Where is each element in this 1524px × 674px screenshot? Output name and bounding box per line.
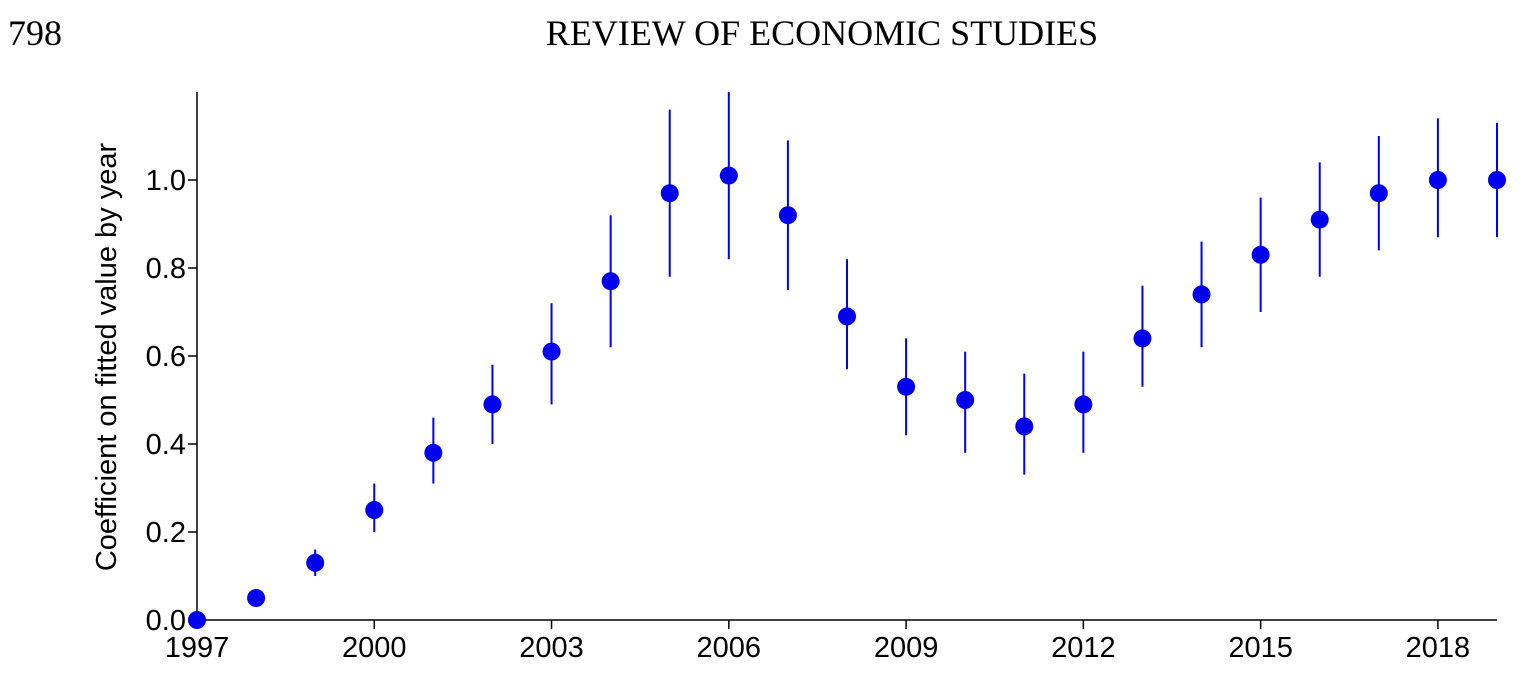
y-tick-label-3: 0.6: [146, 341, 186, 373]
x-tick-label-2015: 2015: [1228, 632, 1293, 664]
data-point-2012: [1074, 395, 1093, 414]
x-tick-label-2006: 2006: [697, 632, 762, 664]
data-point-2005: [660, 184, 679, 203]
data-point-2010: [956, 391, 975, 409]
data-point-1999: [306, 553, 325, 572]
data-point-2001: [424, 443, 443, 462]
data-point-2000: [365, 501, 384, 519]
y-axis-title: Coefficient on fitted value by year: [91, 143, 123, 572]
data-point-2003: [542, 342, 561, 361]
data-point-1997: [188, 611, 206, 629]
x-tick-label-2009: 2009: [874, 632, 939, 664]
x-tick-label-2018: 2018: [1406, 632, 1471, 664]
data-point-2018: [1428, 171, 1447, 189]
data-point-2002: [483, 395, 502, 414]
data-point-2011: [1015, 417, 1034, 436]
y-tick-label-2: 0.4: [146, 429, 186, 461]
x-tick-label-2000: 2000: [342, 632, 407, 664]
y-tick-label-0: 0.0: [146, 605, 186, 637]
data-point-2009: [897, 377, 916, 396]
data-point-2016: [1310, 210, 1329, 229]
data-point-2019: [1488, 171, 1506, 189]
data-point-2017: [1369, 184, 1388, 203]
data-point-1998: [247, 589, 266, 607]
tick-group: 1997 2000 2003 2006 2009 2012 2015 2018 0.0 0.2 0.…: [146, 165, 1470, 664]
y-tick-label-4: 0.8: [146, 253, 186, 285]
y-tick-label-5: 1.0: [146, 165, 186, 197]
page-number: 798: [8, 13, 62, 53]
data-point-2013: [1133, 329, 1152, 348]
data-point-2007: [778, 206, 797, 225]
data-point-2004: [601, 272, 620, 291]
x-tick-label-2012: 2012: [1051, 632, 1116, 664]
data-marks: [188, 92, 1506, 629]
x-tick-label-1997: 1997: [165, 632, 230, 664]
data-point-2006: [719, 166, 738, 185]
y-tick-label-1: 0.2: [146, 517, 186, 549]
journal-title: REVIEW OF ECONOMIC STUDIES: [545, 13, 1099, 53]
x-tick-label-2003: 2003: [519, 632, 584, 664]
data-point-2015: [1251, 245, 1270, 264]
data-point-2008: [838, 307, 856, 326]
data-point-2014: [1192, 285, 1211, 304]
